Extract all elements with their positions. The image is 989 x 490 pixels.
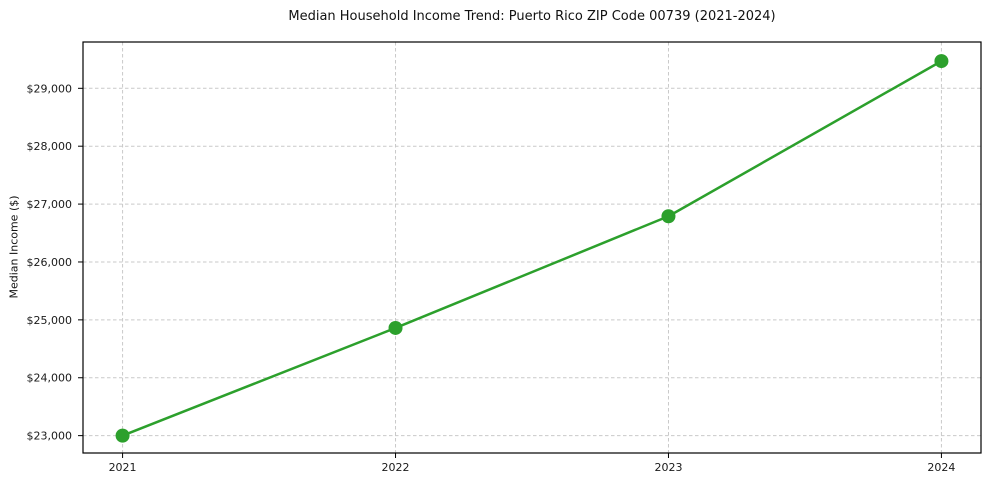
- y-tick-label: $29,000: [27, 82, 73, 95]
- y-tick-label: $25,000: [27, 314, 73, 327]
- plot-border: [82, 41, 982, 454]
- trend-line: [121, 59, 943, 437]
- data-point: [115, 428, 130, 443]
- x-tick-label: 2021: [109, 461, 137, 474]
- y-tick-label: $28,000: [27, 140, 73, 153]
- x-tick-label: 2022: [382, 461, 410, 474]
- y-tick-label: $26,000: [27, 256, 73, 269]
- y-tick-label: $23,000: [27, 430, 73, 443]
- chart-title: Median Household Income Trend: Puerto Ri…: [288, 9, 776, 24]
- data-point: [661, 209, 676, 224]
- y-tick-label: $27,000: [27, 198, 73, 211]
- x-tick-label: 2024: [927, 461, 955, 474]
- x-tick-label: 2023: [654, 461, 682, 474]
- data-point: [388, 320, 403, 335]
- y-tick-label: $24,000: [27, 372, 73, 385]
- data-point: [934, 54, 949, 69]
